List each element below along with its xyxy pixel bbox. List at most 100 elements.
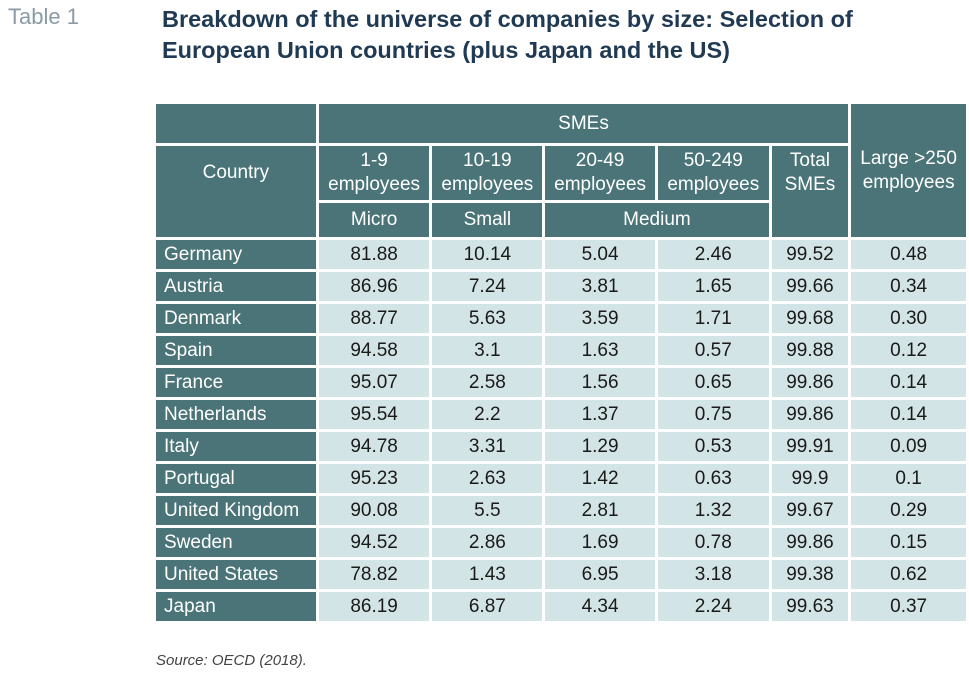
row-country: United States <box>156 560 316 589</box>
row-country: United Kingdom <box>156 496 316 525</box>
header-20-49: 20-49 employees <box>545 146 655 200</box>
row-country: Austria <box>156 272 316 301</box>
source-note: Source: OECD (2018). <box>156 652 307 669</box>
header-1-9: 1-9 employees <box>318 146 430 200</box>
row-value-v3: 1.69 <box>545 528 655 557</box>
row-value-v2: 2.58 <box>432 368 543 397</box>
row-value-v4: 0.57 <box>657 336 769 365</box>
row-value-v2: 7.24 <box>432 272 543 301</box>
row-value-total: 99.86 <box>771 400 849 429</box>
row-value-total: 99.88 <box>771 336 849 365</box>
header-total-smes: Total SMEs <box>771 146 849 237</box>
sme-breakdown-table: SMEs Large >250 employees Country 1-9 em… <box>153 101 969 624</box>
row-value-v2: 3.31 <box>432 432 543 461</box>
row-value-v4: 1.71 <box>657 304 769 333</box>
table-row: Italy 94.78 3.31 1.29 0.53 99.91 0.09 <box>156 432 966 461</box>
row-value-v2: 5.63 <box>432 304 543 333</box>
row-value-v1: 81.88 <box>318 240 430 269</box>
row-value-large: 0.09 <box>851 432 966 461</box>
row-value-v1: 94.78 <box>318 432 430 461</box>
row-value-v3: 3.81 <box>545 272 655 301</box>
row-value-v4: 0.65 <box>657 368 769 397</box>
row-value-v2: 6.87 <box>432 592 543 621</box>
row-value-large: 0.29 <box>851 496 966 525</box>
row-value-v1: 95.07 <box>318 368 430 397</box>
header-large: Large >250 employees <box>851 104 966 237</box>
row-value-v1: 78.82 <box>318 560 430 589</box>
row-value-v1: 94.58 <box>318 336 430 365</box>
row-country: France <box>156 368 316 397</box>
table-row: Sweden 94.52 2.86 1.69 0.78 99.86 0.15 <box>156 528 966 557</box>
table-row: Austria 86.96 7.24 3.81 1.65 99.66 0.34 <box>156 272 966 301</box>
row-country: Italy <box>156 432 316 461</box>
row-value-v2: 10.14 <box>432 240 543 269</box>
row-value-v3: 1.56 <box>545 368 655 397</box>
row-country: Netherlands <box>156 400 316 429</box>
row-value-total: 99.66 <box>771 272 849 301</box>
row-value-v1: 86.19 <box>318 592 430 621</box>
table-row: United Kingdom 90.08 5.5 2.81 1.32 99.67 0.29 <box>156 496 966 525</box>
row-value-v4: 1.32 <box>657 496 769 525</box>
header-micro: Micro <box>318 203 430 237</box>
row-value-v2: 2.2 <box>432 400 543 429</box>
row-value-v2: 5.5 <box>432 496 543 525</box>
row-value-v4: 0.53 <box>657 432 769 461</box>
row-value-v4: 0.75 <box>657 400 769 429</box>
header-blank-cell <box>156 104 316 143</box>
table-row: Denmark 88.77 5.63 3.59 1.71 99.68 0.30 <box>156 304 966 333</box>
header-country: Country <box>156 146 316 237</box>
row-value-v2: 2.63 <box>432 464 543 493</box>
header-50-249: 50-249 employees <box>657 146 769 200</box>
row-value-v2: 2.86 <box>432 528 543 557</box>
row-value-v1: 88.77 <box>318 304 430 333</box>
row-value-total: 99.86 <box>771 368 849 397</box>
row-value-large: 0.15 <box>851 528 966 557</box>
row-value-total: 99.38 <box>771 560 849 589</box>
row-value-v1: 95.23 <box>318 464 430 493</box>
table-row: Japan 86.19 6.87 4.34 2.24 99.63 0.37 <box>156 592 966 621</box>
row-value-total: 99.9 <box>771 464 849 493</box>
header-10-19: 10-19 employees <box>432 146 543 200</box>
row-value-v1: 86.96 <box>318 272 430 301</box>
table-row: Spain 94.58 3.1 1.63 0.57 99.88 0.12 <box>156 336 966 365</box>
row-value-v3: 1.42 <box>545 464 655 493</box>
row-value-large: 0.37 <box>851 592 966 621</box>
row-country: Denmark <box>156 304 316 333</box>
row-value-v4: 0.63 <box>657 464 769 493</box>
table-row: France 95.07 2.58 1.56 0.65 99.86 0.14 <box>156 368 966 397</box>
row-value-v3: 5.04 <box>545 240 655 269</box>
table-row: Germany 81.88 10.14 5.04 2.46 99.52 0.48 <box>156 240 966 269</box>
table-label: Table 1 <box>8 4 79 29</box>
row-value-v3: 1.63 <box>545 336 655 365</box>
row-value-total: 99.52 <box>771 240 849 269</box>
row-value-large: 0.34 <box>851 272 966 301</box>
row-value-v3: 3.59 <box>545 304 655 333</box>
header-smes: SMEs <box>318 104 849 143</box>
row-value-v1: 95.54 <box>318 400 430 429</box>
row-value-v4: 0.78 <box>657 528 769 557</box>
row-value-total: 99.68 <box>771 304 849 333</box>
row-value-large: 0.12 <box>851 336 966 365</box>
row-country: Germany <box>156 240 316 269</box>
row-value-v3: 1.29 <box>545 432 655 461</box>
row-value-large: 0.1 <box>851 464 966 493</box>
row-value-v1: 90.08 <box>318 496 430 525</box>
table-body: Germany 81.88 10.14 5.04 2.46 99.52 0.48 Austri… <box>156 240 966 621</box>
row-value-v3: 2.81 <box>545 496 655 525</box>
row-value-total: 99.67 <box>771 496 849 525</box>
row-value-v3: 6.95 <box>545 560 655 589</box>
row-country: Japan <box>156 592 316 621</box>
row-value-v4: 2.46 <box>657 240 769 269</box>
row-value-v4: 3.18 <box>657 560 769 589</box>
row-value-v2: 1.43 <box>432 560 543 589</box>
row-country: Portugal <box>156 464 316 493</box>
header-medium: Medium <box>545 203 769 237</box>
table-row: United States 78.82 1.43 6.95 3.18 99.38 0.62 <box>156 560 966 589</box>
header-small: Small <box>432 203 543 237</box>
row-country: Sweden <box>156 528 316 557</box>
row-value-large: 0.14 <box>851 368 966 397</box>
row-value-large: 0.62 <box>851 560 966 589</box>
row-value-total: 99.63 <box>771 592 849 621</box>
row-value-v3: 1.37 <box>545 400 655 429</box>
row-value-total: 99.86 <box>771 528 849 557</box>
